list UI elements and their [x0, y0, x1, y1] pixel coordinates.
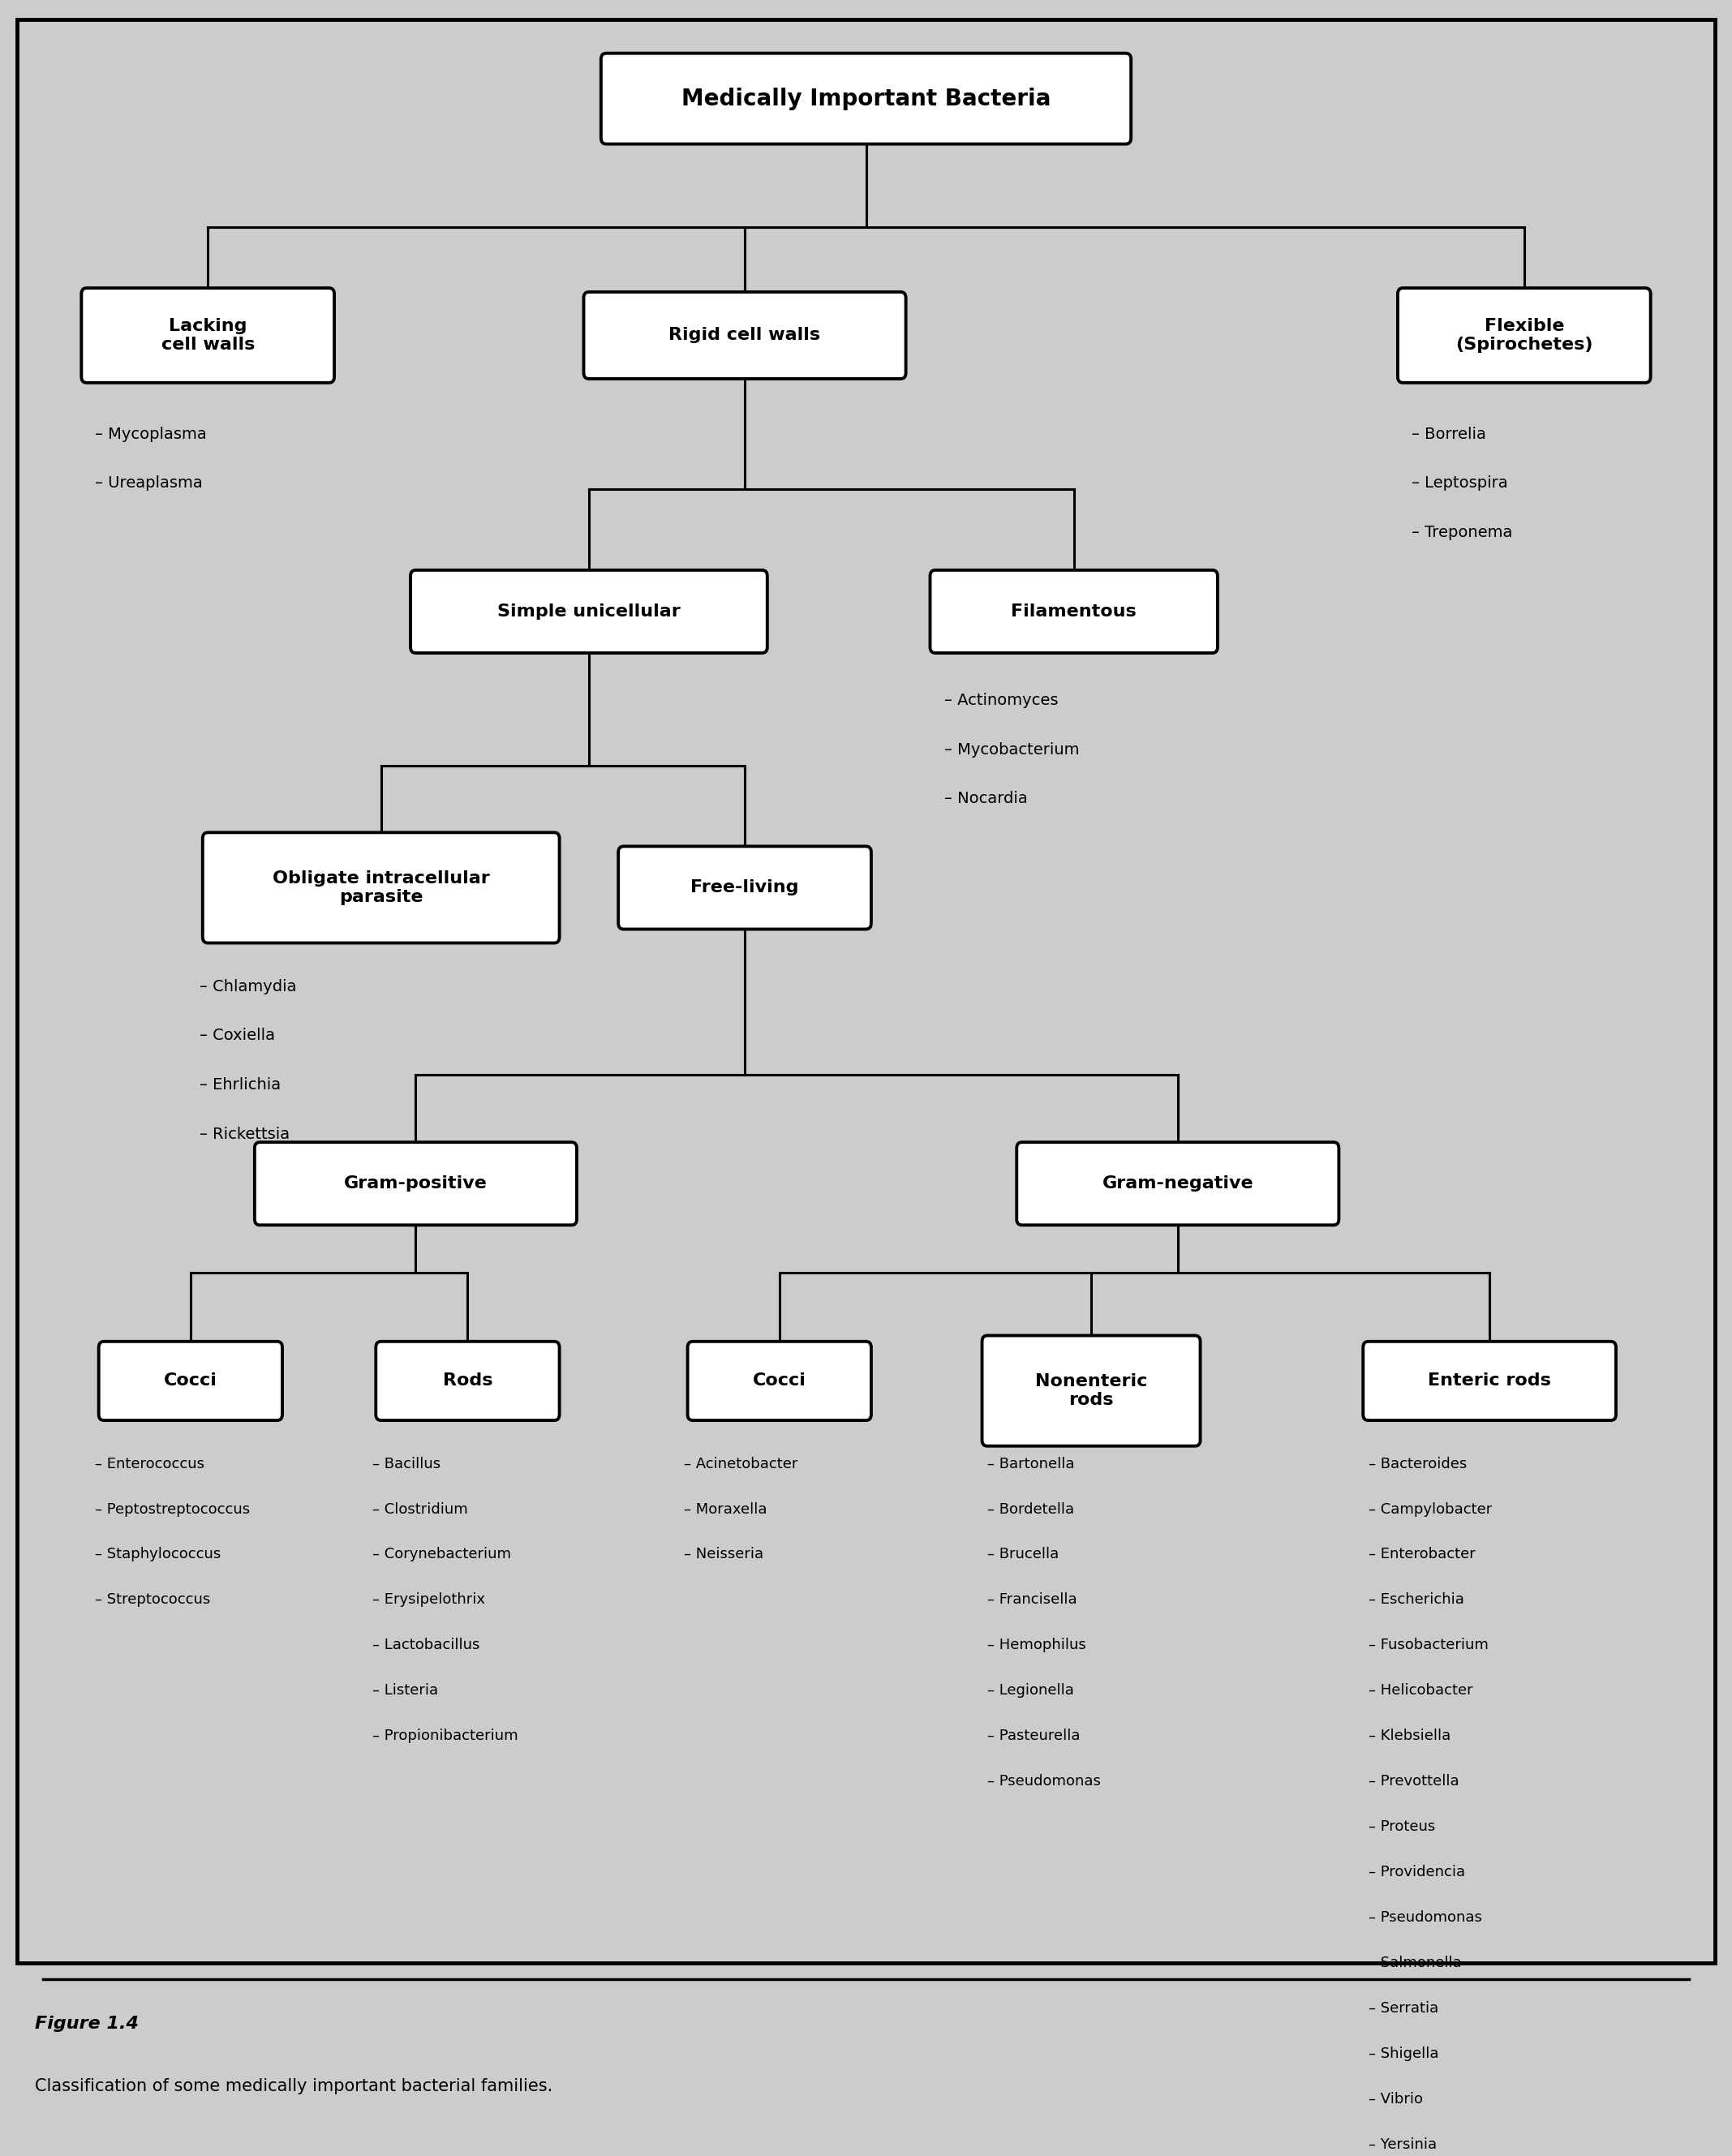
Text: – Serratia: – Serratia — [1368, 2001, 1438, 2016]
FancyBboxPatch shape — [584, 291, 906, 379]
Text: – Escherichia: – Escherichia — [1368, 1593, 1464, 1606]
Text: – Peptostreptococcus: – Peptostreptococcus — [95, 1503, 251, 1516]
FancyBboxPatch shape — [688, 1341, 871, 1421]
FancyBboxPatch shape — [601, 54, 1131, 144]
Text: – Francisella: – Francisella — [987, 1593, 1077, 1606]
Text: Figure 1.4: Figure 1.4 — [35, 2016, 139, 2033]
Text: – Helicobacter: – Helicobacter — [1368, 1684, 1472, 1699]
Text: Classification of some medically important bacterial families.: Classification of some medically importa… — [35, 2078, 553, 2093]
Text: Simple unicellular: Simple unicellular — [497, 604, 681, 619]
Text: – Hemophilus: – Hemophilus — [987, 1639, 1086, 1651]
Text: – Prevottella: – Prevottella — [1368, 1774, 1458, 1789]
Text: Flexible
(Spirochetes): Flexible (Spirochetes) — [1455, 317, 1593, 354]
FancyBboxPatch shape — [255, 1143, 577, 1225]
Text: – Mycoplasma: – Mycoplasma — [95, 427, 208, 442]
FancyBboxPatch shape — [618, 847, 871, 929]
Text: – Providencia: – Providencia — [1368, 1865, 1465, 1880]
Text: – Acinetobacter: – Acinetobacter — [684, 1457, 798, 1470]
Text: – Brucella: – Brucella — [987, 1548, 1058, 1561]
Text: – Pseudomonas: – Pseudomonas — [1368, 1910, 1483, 1925]
Text: – Ureaplasma: – Ureaplasma — [95, 476, 203, 492]
Text: – Moraxella: – Moraxella — [684, 1503, 767, 1516]
Text: – Coxiella: – Coxiella — [199, 1028, 275, 1044]
Text: – Treponema: – Treponema — [1412, 524, 1512, 541]
Text: Gram-positive: Gram-positive — [345, 1175, 487, 1192]
FancyBboxPatch shape — [930, 569, 1218, 653]
FancyBboxPatch shape — [982, 1335, 1200, 1447]
Text: – Bacillus: – Bacillus — [372, 1457, 440, 1470]
Text: – Proteus: – Proteus — [1368, 1820, 1436, 1835]
Text: Cocci: Cocci — [753, 1373, 805, 1388]
Text: – Pasteurella: – Pasteurella — [987, 1729, 1081, 1744]
FancyBboxPatch shape — [99, 1341, 282, 1421]
FancyBboxPatch shape — [1017, 1143, 1339, 1225]
Text: Nonenteric
rods: Nonenteric rods — [1036, 1373, 1147, 1408]
Text: – Shigella: – Shigella — [1368, 2046, 1439, 2061]
Text: – Yersinia: – Yersinia — [1368, 2137, 1436, 2152]
Text: Filamentous: Filamentous — [1011, 604, 1136, 619]
Text: – Lactobacillus: – Lactobacillus — [372, 1639, 480, 1651]
Text: Rods: Rods — [443, 1373, 492, 1388]
Text: Medically Important Bacteria: Medically Important Bacteria — [681, 86, 1051, 110]
Text: – Bartonella: – Bartonella — [987, 1457, 1074, 1470]
Text: – Enterobacter: – Enterobacter — [1368, 1548, 1476, 1561]
Text: – Clostridium: – Clostridium — [372, 1503, 468, 1516]
Text: Gram-negative: Gram-negative — [1102, 1175, 1254, 1192]
Text: – Actinomyces: – Actinomyces — [944, 692, 1058, 707]
Text: Cocci: Cocci — [165, 1373, 216, 1388]
Text: Free-living: Free-living — [691, 880, 798, 897]
Text: – Neisseria: – Neisseria — [684, 1548, 764, 1561]
Text: – Chlamydia: – Chlamydia — [199, 979, 296, 994]
Text: Obligate intracellular
parasite: Obligate intracellular parasite — [272, 871, 490, 906]
Text: – Bordetella: – Bordetella — [987, 1503, 1074, 1516]
Text: – Streptococcus: – Streptococcus — [95, 1593, 211, 1606]
Text: – Legionella: – Legionella — [987, 1684, 1074, 1699]
FancyBboxPatch shape — [1398, 289, 1651, 384]
Text: – Erysipelothrix: – Erysipelothrix — [372, 1593, 485, 1606]
Text: Enteric rods: Enteric rods — [1427, 1373, 1552, 1388]
FancyBboxPatch shape — [203, 832, 559, 942]
FancyBboxPatch shape — [81, 289, 334, 384]
Text: – Corynebacterium: – Corynebacterium — [372, 1548, 511, 1561]
Text: Rigid cell walls: Rigid cell walls — [669, 328, 821, 343]
Text: – Rickettsia: – Rickettsia — [199, 1128, 289, 1143]
FancyBboxPatch shape — [410, 569, 767, 653]
Text: – Borrelia: – Borrelia — [1412, 427, 1486, 442]
Text: – Propionibacterium: – Propionibacterium — [372, 1729, 518, 1744]
FancyBboxPatch shape — [1363, 1341, 1616, 1421]
Text: – Bacteroides: – Bacteroides — [1368, 1457, 1467, 1470]
Text: – Fusobacterium: – Fusobacterium — [1368, 1639, 1488, 1651]
Text: – Salmonella: – Salmonella — [1368, 1955, 1462, 1971]
Text: – Nocardia: – Nocardia — [944, 791, 1027, 806]
Text: – Enterococcus: – Enterococcus — [95, 1457, 204, 1470]
Text: – Campylobacter: – Campylobacter — [1368, 1503, 1491, 1516]
Text: – Pseudomonas: – Pseudomonas — [987, 1774, 1102, 1789]
Text: – Ehrlichia: – Ehrlichia — [199, 1078, 281, 1093]
Text: – Klebsiella: – Klebsiella — [1368, 1729, 1450, 1744]
Text: Lacking
cell walls: Lacking cell walls — [161, 317, 255, 354]
Text: – Mycobacterium: – Mycobacterium — [944, 742, 1079, 757]
Text: – Vibrio: – Vibrio — [1368, 2091, 1422, 2106]
Text: – Listeria: – Listeria — [372, 1684, 438, 1699]
FancyBboxPatch shape — [376, 1341, 559, 1421]
Text: – Leptospira: – Leptospira — [1412, 476, 1509, 492]
Text: – Staphylococcus: – Staphylococcus — [95, 1548, 222, 1561]
